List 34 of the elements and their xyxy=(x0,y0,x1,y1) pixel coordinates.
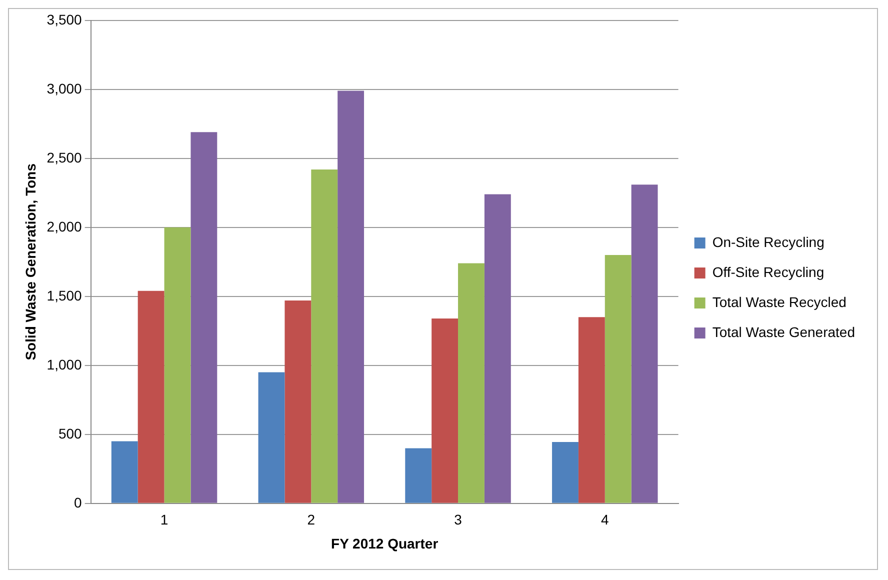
legend-label: Off-Site Recycling xyxy=(712,264,824,280)
bar xyxy=(138,290,164,503)
y-axis-title: Solid Waste Generation, Tons xyxy=(22,163,38,360)
bar xyxy=(311,169,338,503)
legend-label: On-Site Recycling xyxy=(712,234,824,250)
x-tick-label: 4 xyxy=(601,512,609,528)
bar xyxy=(258,372,285,503)
legend-label: Total Waste Generated xyxy=(712,324,856,340)
y-tick-label: 3,000 xyxy=(46,80,82,96)
x-axis-title: FY 2012 Quarter xyxy=(331,535,439,552)
bar xyxy=(432,318,458,503)
bar xyxy=(164,227,191,503)
bar xyxy=(284,300,312,503)
y-tick-label: 0 xyxy=(74,494,82,510)
bar xyxy=(338,90,364,503)
legend-label: Total Waste Recycled xyxy=(712,294,846,310)
bar xyxy=(552,442,578,503)
y-tick-label: 3,500 xyxy=(46,11,82,28)
bar xyxy=(631,184,658,503)
bar xyxy=(458,263,484,503)
x-tick-label: 1 xyxy=(160,512,168,528)
x-tick-label: 2 xyxy=(307,512,316,528)
y-tick-label: 2,000 xyxy=(46,218,82,234)
bar xyxy=(604,255,632,503)
y-tick-label: 1,000 xyxy=(46,356,82,372)
bar xyxy=(405,448,432,503)
bar xyxy=(484,194,511,503)
bar xyxy=(111,441,138,503)
bar xyxy=(578,317,605,503)
y-tick-label: 500 xyxy=(58,425,82,442)
y-tick-label: 1,500 xyxy=(46,287,82,304)
y-tick-label: 2,500 xyxy=(46,149,82,166)
bar xyxy=(190,132,218,503)
x-tick-label: 3 xyxy=(454,512,462,528)
